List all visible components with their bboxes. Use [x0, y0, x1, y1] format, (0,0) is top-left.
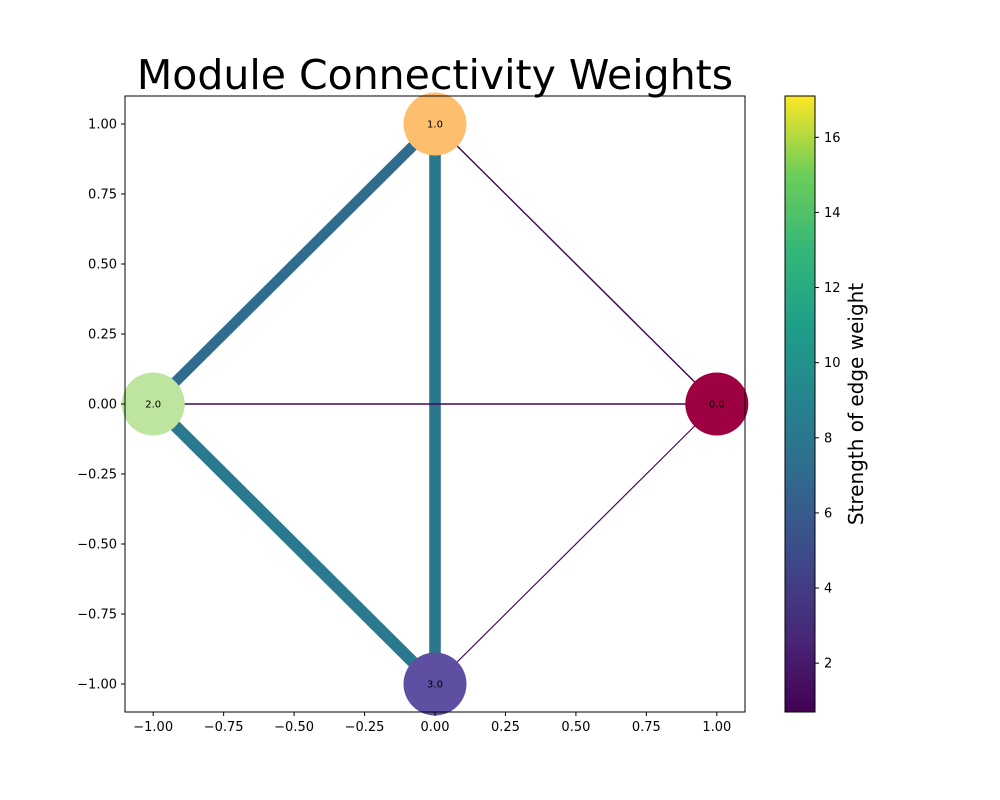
y-tick-label: 0.50: [88, 258, 117, 273]
x-tick-label: −0.25: [345, 720, 385, 735]
colorbar-tick-label: 12: [824, 281, 841, 296]
colorbar-tick-label: 6: [824, 506, 832, 521]
colorbar-tick-label: 8: [824, 431, 832, 446]
colorbar-label: Strength of edge weight: [844, 283, 868, 525]
y-tick-label: −0.50: [77, 538, 117, 553]
x-axis: −1.00 −0.75 −0.50 −0.25 0.00 0.25 0.50 0.75 1.00: [133, 712, 731, 735]
chart-title: Module Connectivity Weights: [137, 51, 733, 99]
y-tick-label: 0.75: [88, 188, 117, 203]
y-tick-label: −1.00: [77, 678, 117, 693]
node-label: 0.0: [709, 400, 725, 411]
y-tick-label: −0.75: [77, 608, 117, 623]
x-tick-label: 0.50: [561, 720, 590, 735]
edge-1.0-0.0: [434, 123, 718, 405]
colorbar-ticks: 2 4 6 8 10 12 14 16: [815, 131, 841, 672]
colorbar: 2 4 6 8 10 12 14 16 Strength of edge weight: [784, 95, 868, 713]
colorbar-tick-label: 14: [824, 206, 841, 221]
x-tick-label: 0.75: [632, 720, 661, 735]
y-tick-label: 1.00: [88, 118, 117, 133]
y-tick-label: −0.25: [77, 468, 117, 483]
edge-2.0-3.0: [148, 399, 440, 689]
node-label: 3.0: [427, 680, 443, 691]
node-label: 2.0: [145, 400, 161, 411]
x-tick-label: 0.00: [421, 720, 450, 735]
node-1.0: [403, 92, 467, 156]
y-tick-label: 0.25: [88, 328, 117, 343]
x-tick-label: −0.75: [204, 720, 244, 735]
colorbar-tick-label: 2: [824, 657, 832, 672]
node-3.0: [403, 652, 467, 716]
edge-1.0-2.0: [149, 120, 439, 408]
node-2.0: [121, 372, 185, 436]
colorbar-tick-label: 4: [824, 582, 832, 597]
colorbar-gradient: [784, 95, 816, 713]
colorbar-tick-label: 16: [824, 131, 841, 146]
edges-layer: [148, 120, 718, 689]
y-tick-label: 0.00: [88, 398, 117, 413]
x-tick-label: −1.00: [133, 720, 173, 735]
nodes-layer: 0.0 1.0 2.0 3.0: [121, 92, 749, 716]
x-tick-label: 0.25: [491, 720, 520, 735]
x-tick-label: −0.50: [274, 720, 314, 735]
edge-3.0-0.0: [434, 403, 718, 685]
node-0.0: [685, 372, 749, 436]
x-tick-label: 1.00: [702, 720, 731, 735]
y-axis: 1.00 0.75 0.50 0.25 0.00 −0.25 −0.50 −0.75 −1.00: [77, 118, 125, 693]
colorbar-tick-label: 10: [824, 356, 841, 371]
node-label: 1.0: [427, 120, 443, 131]
